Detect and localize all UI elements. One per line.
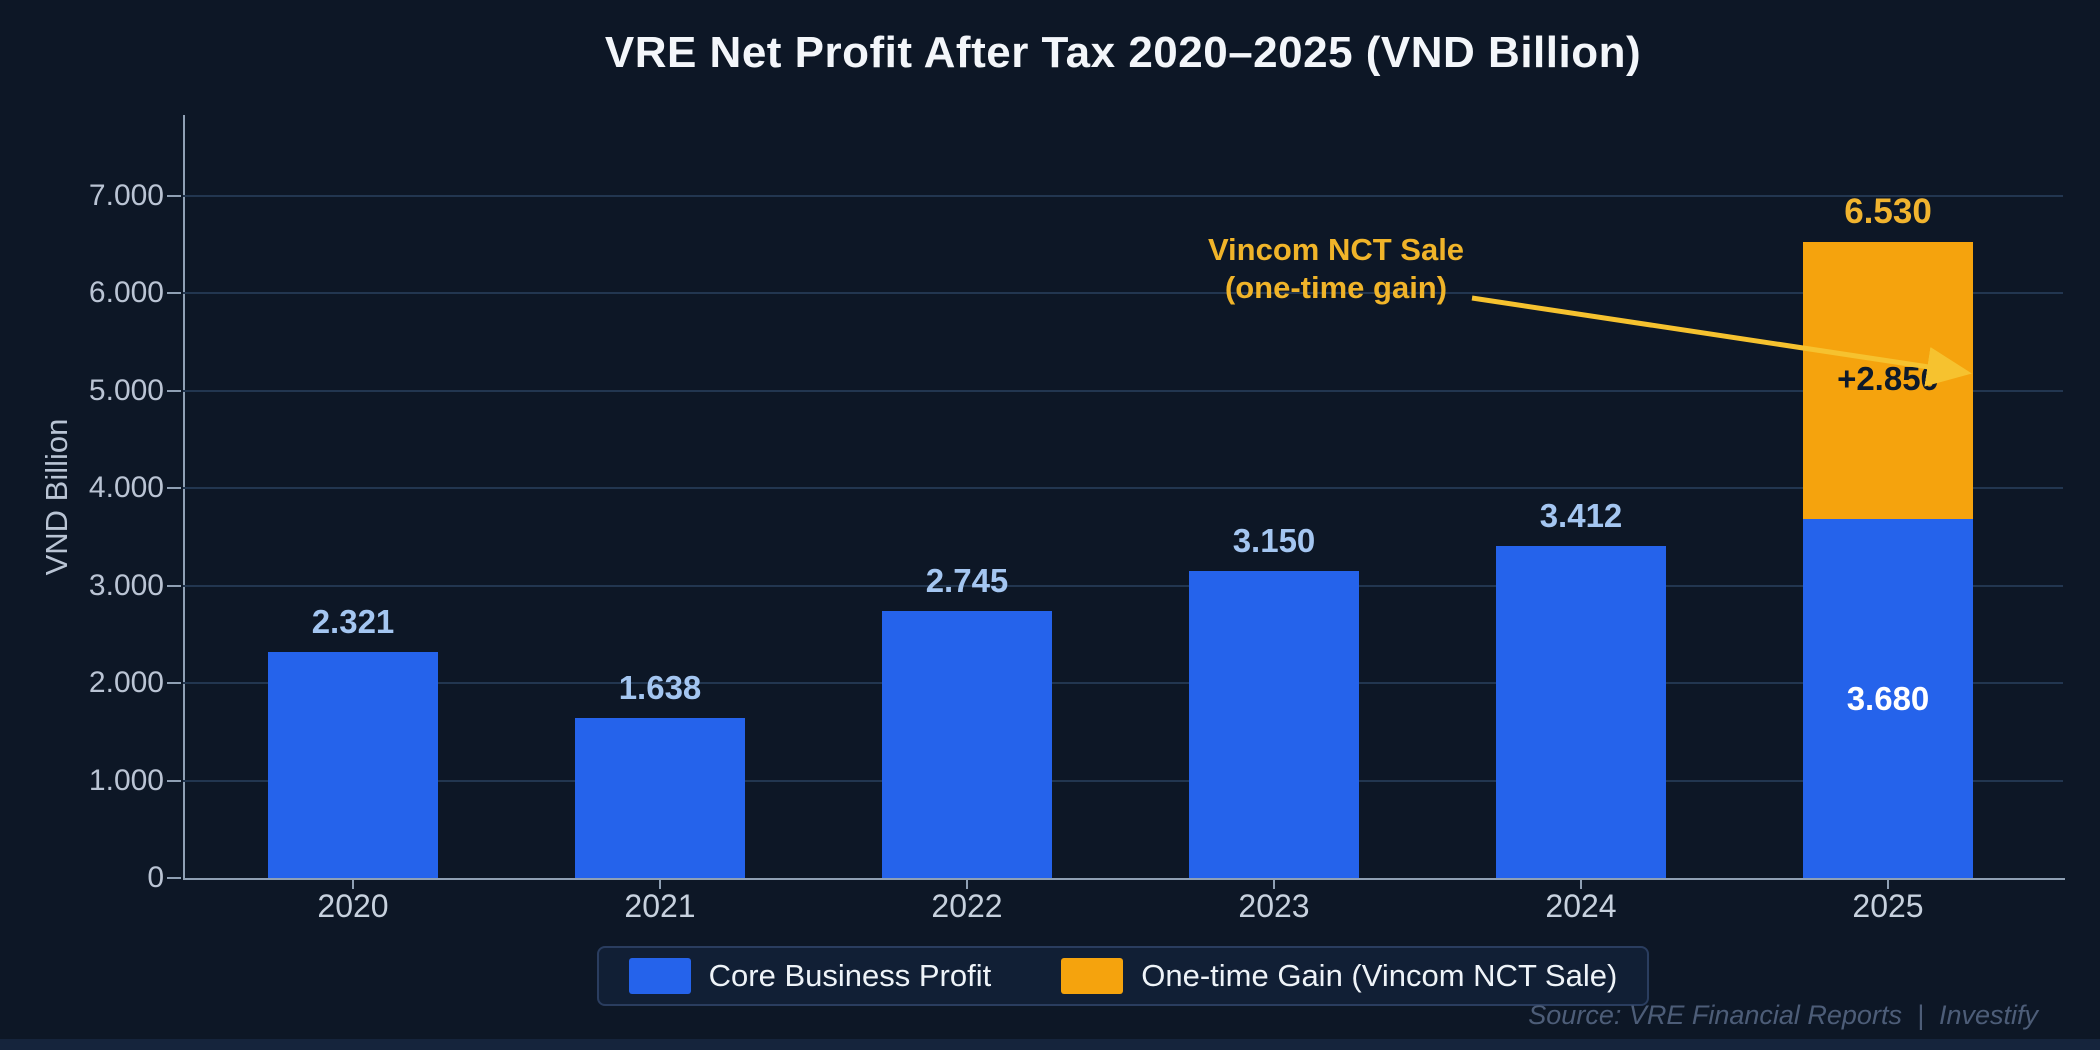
y-tick-mark	[167, 779, 181, 782]
gridline	[183, 584, 2063, 587]
y-tick-mark	[167, 682, 181, 685]
y-tick-label: 5.000	[88, 373, 164, 407]
bar-value-label: 1.638	[618, 669, 702, 707]
bar-2020-core	[268, 651, 438, 878]
footer-strip	[0, 1039, 2100, 1050]
segment-label-gain: +2.850	[1837, 359, 1939, 397]
gridline	[183, 682, 2063, 685]
y-tick-label: 4.000	[88, 471, 164, 505]
annotation-line2: (one-time gain)	[1224, 270, 1448, 305]
legend-item-gain: One-time Gain (Vincom NCT Sale)	[1061, 957, 1617, 995]
y-tick-label: 7.000	[88, 179, 164, 212]
legend-box: Core Business Profit One-time Gain (Vinc…	[596, 946, 1650, 1006]
bar-value-label: 2.745	[925, 561, 1009, 599]
y-tick-mark	[167, 292, 181, 295]
x-tick-label: 2024	[1545, 888, 1617, 924]
x-tick-label: 2021	[624, 888, 696, 924]
gridline	[183, 487, 2063, 490]
y-tick-label: 1.000	[88, 763, 164, 797]
bar-value-label: 2.321	[311, 602, 395, 640]
x-tick-mark	[659, 880, 661, 889]
y-tick-label: 3.000	[88, 568, 164, 602]
bar-2023-core	[1189, 571, 1359, 878]
source-note: Source: VRE Financial Reports | Investif…	[1528, 1000, 2038, 1030]
x-tick-label: 2023	[1238, 888, 1310, 924]
bar-2024-core	[1496, 545, 1666, 878]
x-tick-mark	[1887, 880, 1889, 889]
gridline	[183, 389, 2063, 392]
y-tick-mark	[167, 877, 181, 879]
y-tick-mark	[167, 389, 181, 392]
bar-value-label: 3.412	[1539, 496, 1623, 534]
y-tick-label: 0	[147, 861, 164, 894]
chart-title: VRE Net Profit After Tax 2020–2025 (VND …	[604, 28, 1642, 77]
x-tick-mark	[1273, 880, 1275, 889]
x-tick-label: 2020	[317, 888, 389, 924]
bar-2022-core	[882, 610, 1052, 878]
legend-label-core: Core Business Profit	[708, 958, 992, 993]
x-tick-label: 2025	[1852, 888, 1924, 924]
y-tick-label: 2.000	[88, 666, 164, 700]
y-tick-mark	[167, 487, 181, 490]
gridline	[183, 779, 2063, 782]
y-tick-mark	[167, 584, 181, 587]
x-tick-mark	[1580, 880, 1582, 889]
legend-swatch-core	[628, 958, 691, 994]
legend-label-gain: One-time Gain (Vincom NCT Sale)	[1141, 958, 1618, 993]
gridline	[183, 292, 2063, 295]
segment-label-core: 3.680	[1846, 679, 1930, 717]
x-tick-label: 2022	[931, 888, 1003, 924]
bar-2025-core	[1803, 519, 1973, 878]
annotation-line1: Vincom NCT Sale	[1207, 232, 1465, 267]
x-tick-mark	[966, 880, 968, 889]
annotation-callout: Vincom NCT Sale (one-time gain)	[1140, 231, 1532, 307]
plot-area	[183, 115, 2065, 880]
x-tick-mark	[352, 880, 354, 889]
gridline	[183, 195, 2063, 197]
bar-value-label: 3.150	[1232, 522, 1316, 560]
legend: Core Business Profit One-time Gain (Vinc…	[183, 946, 2063, 1006]
y-tick-label: 6.000	[88, 276, 164, 310]
bar-2021-core	[575, 718, 745, 878]
y-tick-mark	[167, 195, 181, 197]
legend-item-core: Core Business Profit	[628, 957, 992, 995]
bar-value-label: 6.530	[1844, 191, 1932, 231]
legend-swatch-gain	[1061, 958, 1124, 994]
